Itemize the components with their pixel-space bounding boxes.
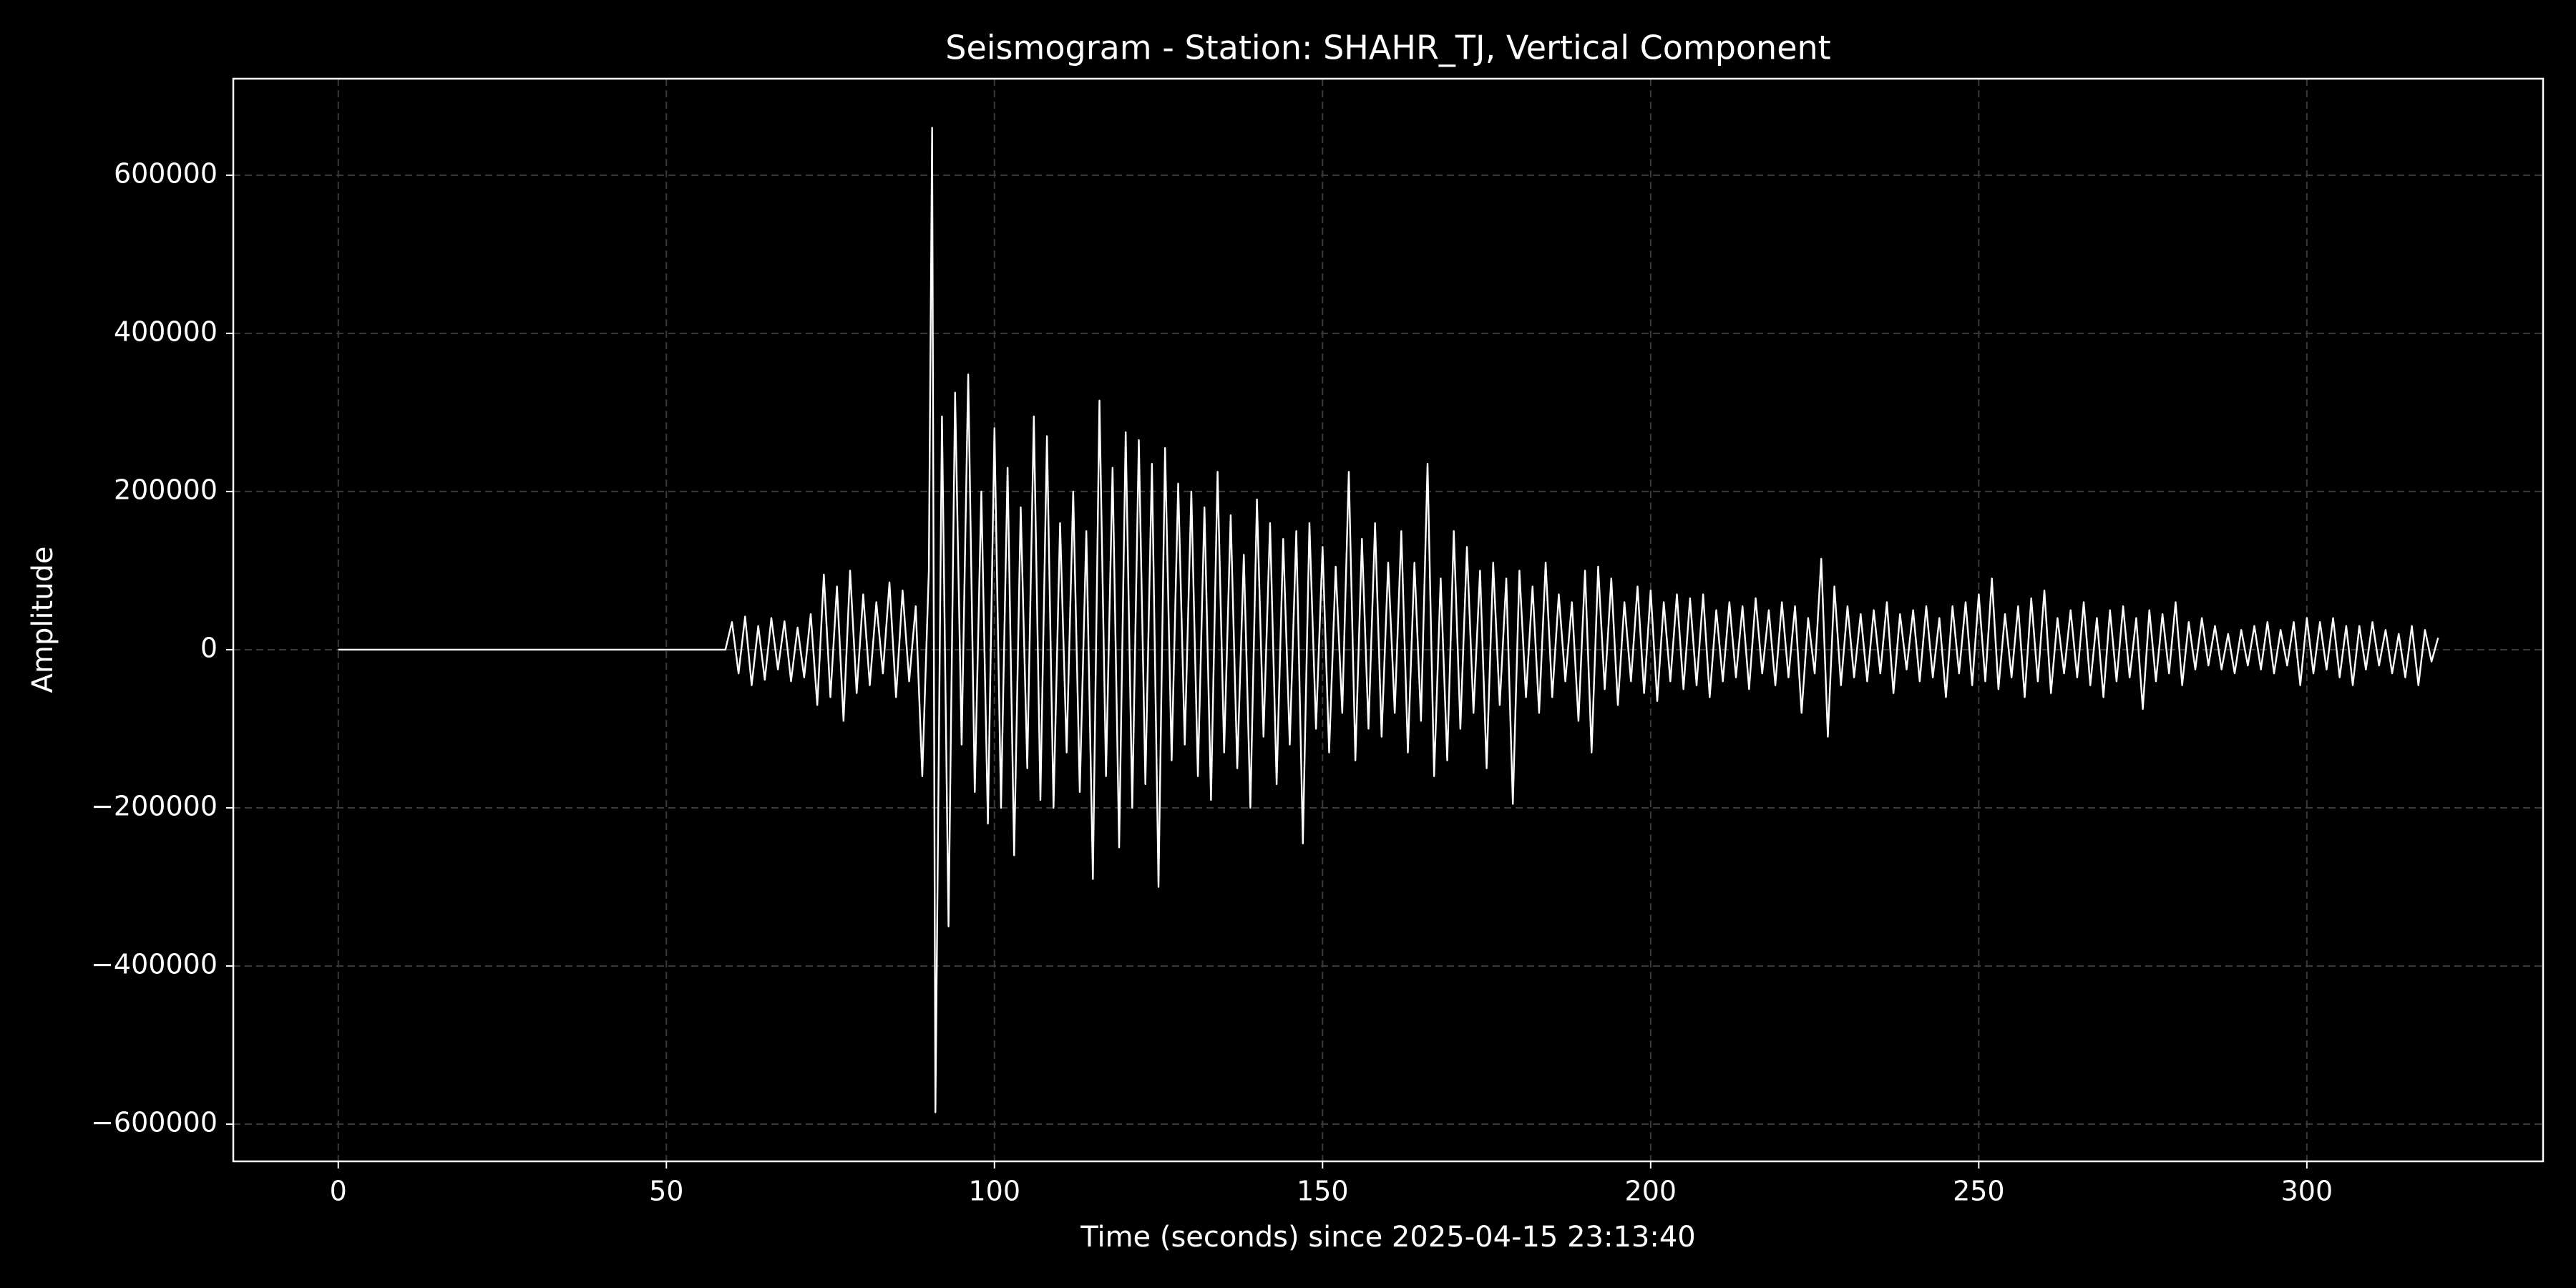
x-tick-label: 100 [969, 1176, 1021, 1207]
y-axis-label: Amplitude [26, 547, 59, 693]
y-tick-label: −400000 [91, 949, 218, 980]
x-tick-label: 0 [330, 1176, 347, 1207]
plot-frame [232, 77, 2545, 1163]
x-tick-label: 250 [1953, 1176, 2005, 1207]
x-tick-label: 50 [649, 1176, 683, 1207]
y-tick-label: 0 [200, 632, 218, 663]
x-tick-label: 300 [2281, 1176, 2333, 1207]
waveform-line [338, 127, 2439, 1113]
chart-title: Seismogram - Station: SHAHR_TJ, Vertical… [945, 29, 1830, 67]
y-tick-label: 200000 [114, 474, 218, 505]
y-tick-label: −600000 [91, 1107, 218, 1138]
x-tick-label: 150 [1297, 1176, 1349, 1207]
x-axis-label: Time (seconds) since 2025-04-15 23:13:40 [1080, 1221, 1695, 1254]
x-tick-label: 200 [1625, 1176, 1677, 1207]
y-tick-label: 600000 [114, 157, 218, 189]
y-tick-label: −200000 [91, 790, 218, 821]
y-tick-label: 400000 [114, 316, 218, 347]
